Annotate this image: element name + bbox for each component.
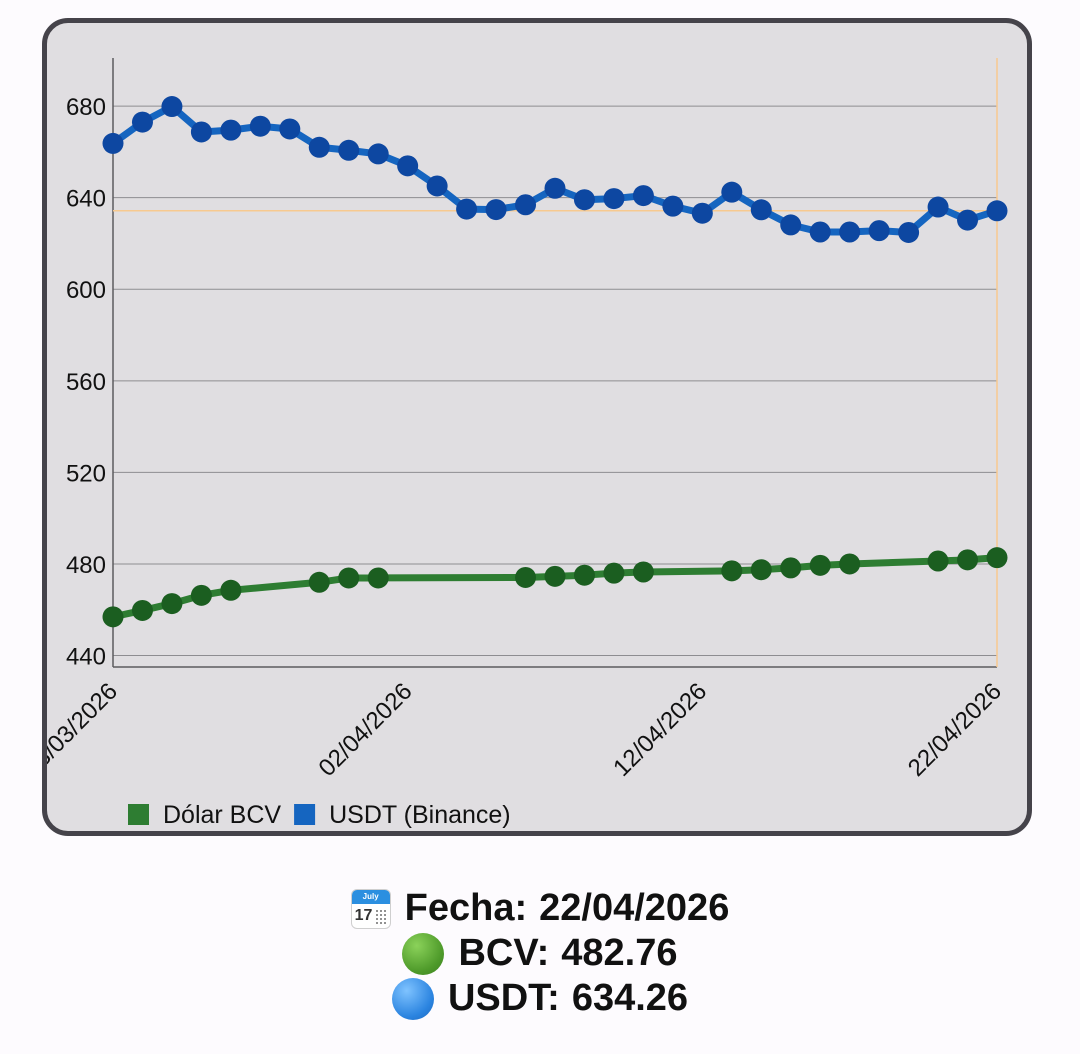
data-point [750, 559, 772, 581]
data-point [868, 220, 890, 242]
data-point [249, 115, 271, 137]
bcv-value: 482.76 [561, 932, 678, 974]
x-tick: 23/03/2026 [42, 678, 123, 782]
data-point [957, 209, 979, 231]
bcv-line: BCV: 482.76 [0, 931, 1080, 976]
data-point [957, 549, 979, 571]
data-point [279, 118, 301, 140]
x-tick: 12/04/2026 [608, 678, 712, 782]
data-point [573, 564, 595, 586]
series-line-1 [109, 103, 1001, 236]
y-tick-label: 600 [66, 277, 106, 304]
data-point [691, 202, 713, 224]
data-point [485, 199, 507, 221]
calendar-icon: July 17 [350, 888, 391, 929]
data-point [456, 198, 478, 220]
data-point [367, 567, 389, 589]
data-point [102, 132, 124, 154]
data-point [515, 566, 537, 588]
fecha-label: Fecha: [404, 887, 528, 929]
fecha-value: 22/04/2026 [539, 887, 730, 929]
data-point [131, 111, 153, 133]
x-tick-label: 22/04/2026 [903, 678, 1007, 782]
data-point [426, 175, 448, 197]
data-point [161, 96, 183, 118]
x-tick-label: 02/04/2026 [314, 678, 418, 782]
fecha-line: July 17 Fecha: 22/04/2026 [0, 886, 1080, 931]
data-point [780, 557, 802, 579]
data-point [544, 565, 566, 587]
data-point [338, 139, 360, 161]
data-point [632, 561, 654, 583]
legend-label: Dólar BCV [163, 801, 281, 829]
usdt-line: USDT: 634.26 [0, 976, 1080, 1021]
x-tick-label: 23/03/2026 [42, 678, 123, 782]
x-tick-label: 12/04/2026 [608, 678, 712, 782]
data-point [102, 606, 124, 628]
data-point [927, 550, 949, 572]
data-point [367, 143, 389, 165]
line-chart: 440 480 520 560 600 640 680 23/03/2026 02/04/202… [42, 58, 1008, 829]
data-point [986, 200, 1008, 222]
green-circle-icon [402, 932, 445, 975]
data-point [809, 221, 831, 243]
usdt-value: 634.26 [571, 977, 689, 1019]
data-point [750, 199, 772, 221]
data-point [839, 553, 861, 575]
y-tick-label: 440 [66, 644, 106, 671]
chart-card: 440 480 520 560 600 640 680 23/03/2026 02/04/202… [42, 18, 1032, 836]
data-point [544, 177, 566, 199]
data-point [338, 567, 360, 589]
data-point [780, 214, 802, 236]
data-point [632, 185, 654, 207]
legend-swatch-0 [128, 804, 149, 825]
x-tick: 02/04/2026 [314, 678, 418, 782]
data-point [220, 119, 242, 141]
data-point [721, 181, 743, 203]
blue-circle-icon [391, 977, 434, 1020]
summary-panel: July 17 Fecha: 22/04/2026 BCV: 482.76 US… [0, 886, 1080, 1021]
data-point [721, 560, 743, 582]
y-tick-label: 520 [66, 460, 106, 487]
data-point [308, 136, 330, 158]
data-point [515, 194, 537, 216]
legend-swatch-1 [294, 804, 316, 825]
bcv-label: BCV: [458, 932, 550, 974]
data-point [308, 571, 330, 593]
data-point [190, 584, 212, 606]
data-point [190, 121, 212, 143]
data-point [131, 599, 153, 621]
data-point [603, 562, 625, 584]
data-point [397, 155, 419, 177]
y-tick-label: 480 [66, 552, 106, 579]
data-point [220, 579, 242, 601]
data-point [809, 554, 831, 576]
data-point [839, 221, 861, 243]
data-point [603, 188, 625, 210]
legend-label: USDT (Binance) [329, 801, 511, 829]
y-tick-label: 680 [66, 94, 106, 121]
data-point [662, 195, 684, 217]
data-point [927, 196, 949, 218]
data-point [986, 547, 1008, 569]
x-tick: 22/04/2026 [903, 678, 1007, 782]
data-point [573, 189, 595, 211]
data-point [898, 221, 920, 243]
y-tick-label: 640 [66, 186, 106, 213]
y-tick-label: 560 [66, 369, 106, 396]
data-point [161, 593, 183, 615]
usdt-label: USDT: [447, 977, 560, 1019]
